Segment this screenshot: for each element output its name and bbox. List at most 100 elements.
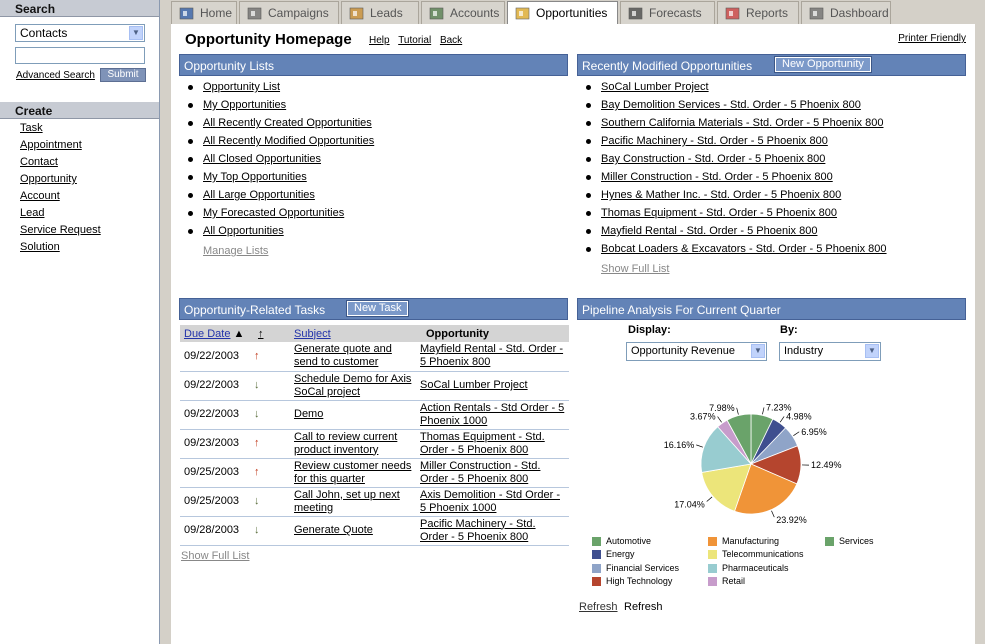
pie-data-label: 7.23%: [766, 402, 792, 412]
recent-opportunity-link[interactable]: SoCal Lumber Project: [601, 81, 709, 93]
create-item-link[interactable]: Appointment: [20, 139, 82, 151]
opportunity-link[interactable]: Thomas Equipment - Std. Order - 5 Phoeni…: [420, 430, 545, 456]
search-heading: Search: [0, 0, 159, 17]
tab-accounts[interactable]: Accounts: [421, 1, 505, 24]
tab-leads[interactable]: Leads: [341, 1, 419, 24]
subject-link[interactable]: Schedule Demo for Axis SoCal project: [294, 372, 412, 398]
create-item-link[interactable]: Contact: [20, 156, 58, 168]
due-date-cell: 09/22/2003: [180, 342, 248, 372]
create-item-link[interactable]: Task: [20, 122, 43, 134]
opportunity-lists: Opportunity List My Opportunities All Rece…: [179, 80, 568, 242]
search-input[interactable]: [15, 47, 145, 64]
tasks-header-row: Due Date ▲ ↑ Subject Opportunity: [180, 325, 569, 342]
subject-column[interactable]: Subject: [290, 325, 416, 342]
due-date-column-label[interactable]: Due Date: [184, 327, 231, 340]
due-date-column[interactable]: Due Date ▲: [180, 325, 248, 342]
subject-cell: Generate quote and send to customer: [290, 342, 416, 372]
recent-opportunity-link[interactable]: Southern California Materials - Std. Ord…: [601, 117, 884, 129]
pie-slice-manufacturing: [734, 463, 798, 515]
create-item-link[interactable]: Service Request: [20, 224, 101, 236]
opportunity-list-link[interactable]: All Opportunities: [203, 225, 284, 237]
advanced-search-link[interactable]: Advanced Search: [16, 70, 95, 81]
opportunity-link[interactable]: Pacific Machinery - Std. Order - 5 Phoen…: [420, 517, 536, 543]
opportunity-list-link[interactable]: All Closed Opportunities: [203, 153, 322, 165]
pie-leader-line: [717, 416, 722, 423]
create-item-link[interactable]: Lead: [20, 207, 45, 219]
priority-column[interactable]: ↑: [248, 325, 290, 342]
subject-link[interactable]: Demo: [294, 408, 324, 420]
subject-link[interactable]: Generate quote and send to customer: [294, 343, 392, 369]
recent-opportunity-link[interactable]: Bay Demolition Services - Std. Order - 5…: [601, 99, 861, 111]
legend-swatch: [592, 537, 601, 546]
opportunity-cell: Miller Construction - Std. Order - 5 Pho…: [416, 458, 569, 488]
recent-opportunity-link[interactable]: Miller Construction - Std. Order - 5 Pho…: [601, 171, 833, 183]
opportunity-list-link[interactable]: All Large Opportunities: [203, 189, 315, 201]
subject-cell: Review customer needs for this quarter: [290, 458, 416, 488]
tab-opportunities[interactable]: Opportunities: [507, 1, 618, 24]
back-link[interactable]: Back: [439, 35, 463, 46]
subject-link[interactable]: Call to review current product inventory: [294, 430, 398, 456]
opportunity-list-link[interactable]: My Opportunities: [203, 99, 287, 111]
table-row: 09/22/2003 ↓ Schedule Demo for Axis SoCal …: [180, 371, 569, 401]
recent-show-full-list-link[interactable]: Show Full List: [601, 263, 670, 275]
create-item-link[interactable]: Opportunity: [20, 173, 77, 185]
subject-column-label[interactable]: Subject: [294, 327, 331, 340]
opportunity-link[interactable]: Miller Construction - Std. Order - 5 Pho…: [420, 459, 541, 485]
manage-lists-link[interactable]: Manage Lists: [203, 245, 269, 257]
priority-down-icon: ↓: [248, 400, 290, 430]
opportunity-list-link[interactable]: My Top Opportunities: [203, 171, 307, 183]
due-date-cell: 09/28/2003: [180, 516, 248, 546]
opportunity-list-link[interactable]: All Recently Modified Opportunities: [203, 135, 375, 147]
recent-opportunity-link[interactable]: Mayfield Rental - Std. Order - 5 Phoenix…: [601, 225, 818, 237]
legend-item: Services: [825, 536, 874, 547]
new-task-button[interactable]: New Task: [345, 300, 410, 317]
main-content: Opportunity Homepage Help Tutorial Back …: [171, 24, 975, 644]
help-link[interactable]: Help: [369, 35, 390, 46]
printer-friendly-link[interactable]: Printer Friendly: [898, 33, 966, 44]
opportunity-link[interactable]: Mayfield Rental - Std. Order - 5 Phoenix…: [420, 343, 564, 369]
submit-button[interactable]: Submit: [100, 68, 146, 82]
by-select[interactable]: Industry ▼: [779, 342, 881, 361]
opportunity-list-link[interactable]: All Recently Created Opportunities: [203, 117, 372, 129]
legend-label: Retail: [722, 576, 746, 586]
recent-opportunity-link[interactable]: Thomas Equipment - Std. Order - 5 Phoeni…: [601, 207, 838, 219]
due-date-cell: 09/22/2003: [180, 400, 248, 430]
refresh-link[interactable]: Refresh: [579, 601, 618, 613]
subject-link[interactable]: Review customer needs for this quarter: [294, 459, 412, 485]
campaigns-icon: [246, 5, 263, 21]
chevron-down-icon: ▼: [129, 26, 143, 40]
tab-home[interactable]: Home: [171, 1, 237, 24]
tab-reports[interactable]: Reports: [717, 1, 799, 24]
recent-opportunity-link[interactable]: Bobcat Loaders & Excavators - Std. Order…: [601, 243, 887, 255]
create-item-link[interactable]: Account: [20, 190, 60, 202]
tab-forecasts[interactable]: Forecasts: [620, 1, 715, 24]
opportunity-list-link[interactable]: My Forecasted Opportunities: [203, 207, 345, 219]
tasks-show-full-list-link[interactable]: Show Full List: [181, 550, 250, 562]
priority-down-icon: ↓: [248, 516, 290, 546]
subject-link[interactable]: Call John, set up next meeting: [294, 488, 400, 514]
tab-dashboard[interactable]: Dashboard: [801, 1, 891, 24]
create-item-link[interactable]: Solution: [20, 241, 60, 253]
reports-icon: [724, 5, 741, 21]
pie-leader-line: [779, 416, 785, 423]
opportunity-link[interactable]: SoCal Lumber Project: [420, 379, 528, 391]
pie-slice-telecommunications: [701, 463, 752, 512]
recent-opportunity-link[interactable]: Bay Construction - Std. Order - 5 Phoeni…: [601, 153, 826, 165]
tab-label: Home: [200, 6, 233, 20]
bullet-icon: [586, 121, 591, 126]
opportunity-list-link[interactable]: Opportunity List: [203, 81, 281, 93]
priority-column-label[interactable]: ↑: [258, 327, 264, 340]
tab-campaigns[interactable]: Campaigns: [239, 1, 339, 24]
tutorial-link[interactable]: Tutorial: [398, 35, 432, 46]
subject-link[interactable]: Generate Quote: [294, 524, 373, 536]
new-opportunity-button[interactable]: New Opportunity: [774, 56, 872, 73]
search-type-select[interactable]: Contacts ▼: [15, 24, 145, 42]
opportunity-link[interactable]: Action Rentals - Std Order - 5 Phoenix 1…: [420, 401, 565, 427]
opportunity-lists-header: Opportunity Lists: [179, 54, 568, 76]
opportunity-link[interactable]: Axis Demolition - Std Order - 5 Phoenix …: [420, 488, 560, 514]
list-item: My Top Opportunities: [179, 170, 568, 188]
list-item: Bay Construction - Std. Order - 5 Phoeni…: [577, 152, 966, 170]
recent-opportunity-link[interactable]: Hynes & Mather Inc. - Std. Order - 5 Pho…: [601, 189, 842, 201]
recent-opportunity-link[interactable]: Pacific Machinery - Std. Order - 5 Phoen…: [601, 135, 828, 147]
display-select[interactable]: Opportunity Revenue ▼: [626, 342, 767, 361]
